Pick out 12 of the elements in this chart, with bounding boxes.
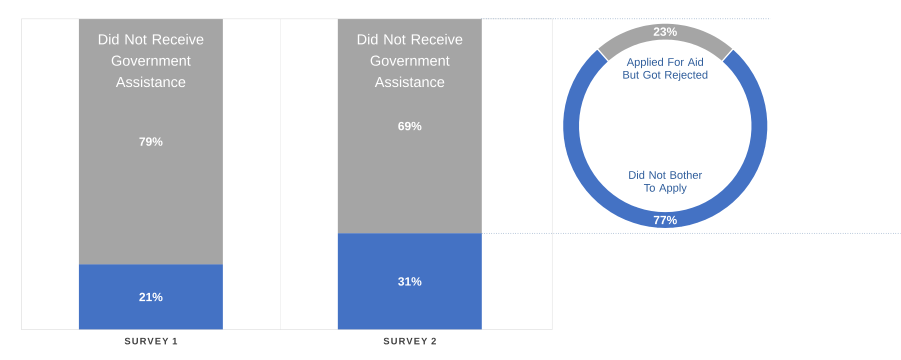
- text: Did Not Receive Government Assistance: [98, 34, 204, 88]
- data-label: 23%: [654, 28, 677, 36]
- data-label: 79%: [139, 138, 163, 146]
- slice-label: Applied For Aid But Got Rejected: [623, 58, 708, 82]
- data-label: 21%: [139, 292, 163, 302]
- series-label: Did Not Receive Government Assistance: [358, 34, 462, 88]
- slice-label: Did Not Bother To Apply: [629, 170, 702, 194]
- data-label: 31%: [398, 277, 422, 286]
- data-label: 77%: [654, 216, 677, 224]
- x-tick-label: SURVEY 2: [384, 338, 436, 345]
- data-label: 69%: [398, 122, 422, 130]
- x-tick-label: SURVEY 1: [124, 338, 178, 345]
